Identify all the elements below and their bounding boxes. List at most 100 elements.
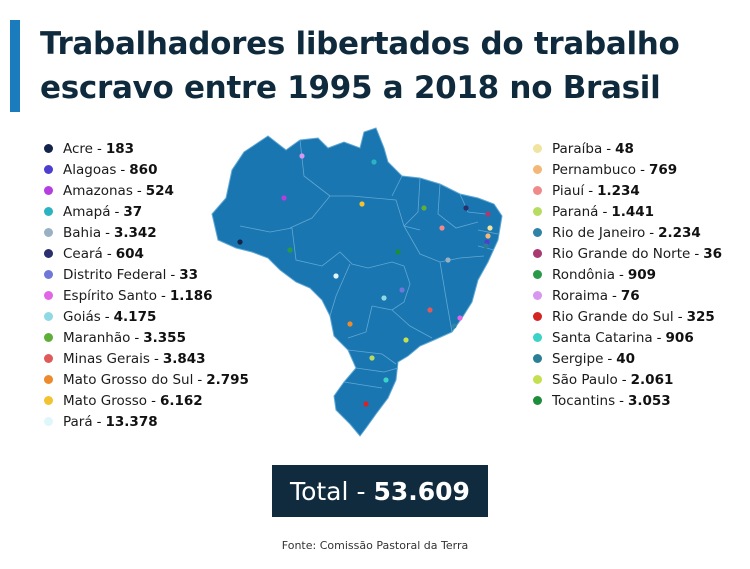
legend-item-parana: Paraná -1.441 (533, 201, 722, 222)
legend-separator: - (170, 266, 176, 283)
map-marker-alagoas (484, 239, 490, 245)
legend-item-piaui: Piauí -1.234 (533, 180, 722, 201)
legend-separator: - (649, 224, 655, 241)
brazil-outline (211, 127, 503, 437)
legend-color-dot (533, 396, 542, 405)
legend-color-dot (44, 270, 53, 279)
legend-color-dot (44, 396, 53, 405)
legend-state-value: 40 (616, 350, 636, 367)
total-box: Total - 53.609 (272, 465, 488, 517)
map-marker-santa-catarina (383, 377, 389, 383)
title-line-1: Trabalhadores libertados do trabalho (40, 26, 680, 62)
title-accent-bar (10, 20, 20, 112)
map-marker-rio-grande-do-sul (363, 401, 369, 407)
legend-color-dot (44, 249, 53, 258)
legend-color-dot (44, 375, 53, 384)
legend-state-name: Amapá (63, 203, 111, 220)
legend-state-value: 906 (665, 329, 694, 346)
map-marker-rondonia (287, 247, 293, 253)
legend-state-name: Rondônia (552, 266, 615, 283)
legend-separator: - (656, 329, 662, 346)
legend-separator: - (160, 287, 166, 304)
map-marker-amazonas (281, 195, 287, 201)
legend-state-value: 524 (145, 182, 174, 199)
legend-separator: - (640, 161, 645, 178)
legend-state-value: 37 (123, 203, 143, 220)
legend-item-mato-grosso-do-sul: Mato Grosso do Sul -2.795 (44, 369, 249, 390)
legend-separator: - (120, 161, 126, 178)
legend-separator: - (694, 245, 700, 262)
legend-state-name: Rio de Janeiro (552, 224, 646, 241)
legend-color-dot (44, 144, 53, 153)
legend-state-name: Sergipe (552, 350, 604, 367)
map-marker-mato-grosso (359, 201, 365, 207)
total-value: 53.609 (373, 476, 470, 506)
map-marker-mato-grosso-do-sul (347, 321, 353, 327)
legend-color-dot (533, 144, 542, 153)
legend-item-goias: Goiás -4.175 (44, 306, 249, 327)
legend-color-dot (533, 375, 542, 384)
legend-item-pernambuco: Pernambuco -769 (533, 159, 722, 180)
legend-state-name: Rio Grande do Sul (552, 308, 674, 325)
legend-item-rio-de-janeiro: Rio de Janeiro -2.234 (533, 222, 722, 243)
legend-color-dot (44, 207, 53, 216)
legend-state-value: 604 (115, 245, 144, 262)
legend-item-minas-gerais: Minas Gerais -3.843 (44, 348, 249, 369)
legend-state-name: Alagoas (63, 161, 117, 178)
legend-item-para: Pará -13.378 (44, 411, 249, 432)
legend-separator: - (104, 308, 110, 325)
legend-color-dot (533, 207, 542, 216)
legend-separator: - (619, 266, 624, 283)
legend-color-dot (44, 354, 53, 363)
legend-state-name: Amazonas (63, 182, 133, 199)
map-marker-tocantins (395, 249, 401, 255)
legend-item-amazonas: Amazonas -524 (44, 180, 249, 201)
legend-state-value: 48 (615, 140, 634, 157)
legend-separator: - (602, 203, 608, 220)
legend-color-dot (533, 291, 542, 300)
legend-item-sergipe: Sergipe -40 (533, 348, 722, 369)
legend-item-espirito-santo: Espírito Santo -1.186 (44, 285, 249, 306)
legend-state-value: 325 (686, 308, 715, 325)
map-marker-rio-grande-do-norte (485, 211, 491, 217)
legend-state-value: 6.162 (159, 392, 203, 409)
legend-state-value: 3.053 (627, 392, 671, 409)
legend-state-value: 1.186 (169, 287, 213, 304)
legend-state-value: 1.234 (597, 182, 640, 199)
map-marker-pernambuco (485, 233, 491, 239)
legend-item-distrito-federal: Distrito Federal -33 (44, 264, 249, 285)
legend-color-dot (44, 186, 53, 195)
legend-item-bahia: Bahia -3.342 (44, 222, 249, 243)
legend-state-name: Bahia (63, 224, 102, 241)
map-marker-rio-de-janeiro (451, 323, 457, 329)
legend-state-name: Goiás (63, 308, 101, 325)
legend-state-name: Mato Grosso do Sul (63, 371, 194, 388)
legend-state-name: Paraíba (552, 140, 603, 157)
legend-state-name: Piauí (552, 182, 585, 199)
legend-left-column: Acre -183 Alagoas -860 Amazonas -524 Amapá -37 B… (44, 138, 249, 432)
legend-item-mato-grosso: Mato Grosso -6.162 (44, 390, 249, 411)
map-marker-sergipe (483, 243, 489, 249)
legend-state-name: Distrito Federal (63, 266, 167, 283)
legend-separator: - (607, 350, 613, 367)
map-marker-maranhao (421, 205, 427, 211)
legend-state-value: 3.342 (114, 224, 157, 241)
legend-separator: - (151, 392, 156, 409)
legend-color-dot (533, 333, 542, 342)
legend-color-dot (44, 312, 53, 321)
total-separator: - (356, 476, 366, 506)
map-marker-acre (237, 239, 243, 245)
legend-separator: - (621, 371, 627, 388)
legend-item-acre: Acre -183 (44, 138, 249, 159)
legend-color-dot (533, 354, 542, 363)
map-marker-bahia (445, 257, 451, 263)
legend-separator: - (96, 140, 102, 157)
state-markers (237, 153, 493, 407)
legend-color-dot (44, 417, 53, 426)
legend-item-ceara: Ceará -604 (44, 243, 249, 264)
legend-item-santa-catarina: Santa Catarina -906 (533, 327, 722, 348)
legend-state-name: Maranhão (63, 329, 131, 346)
legend-separator: - (136, 182, 142, 199)
legend-item-rio-grande-do-norte: Rio Grande do Norte -36 (533, 243, 722, 264)
